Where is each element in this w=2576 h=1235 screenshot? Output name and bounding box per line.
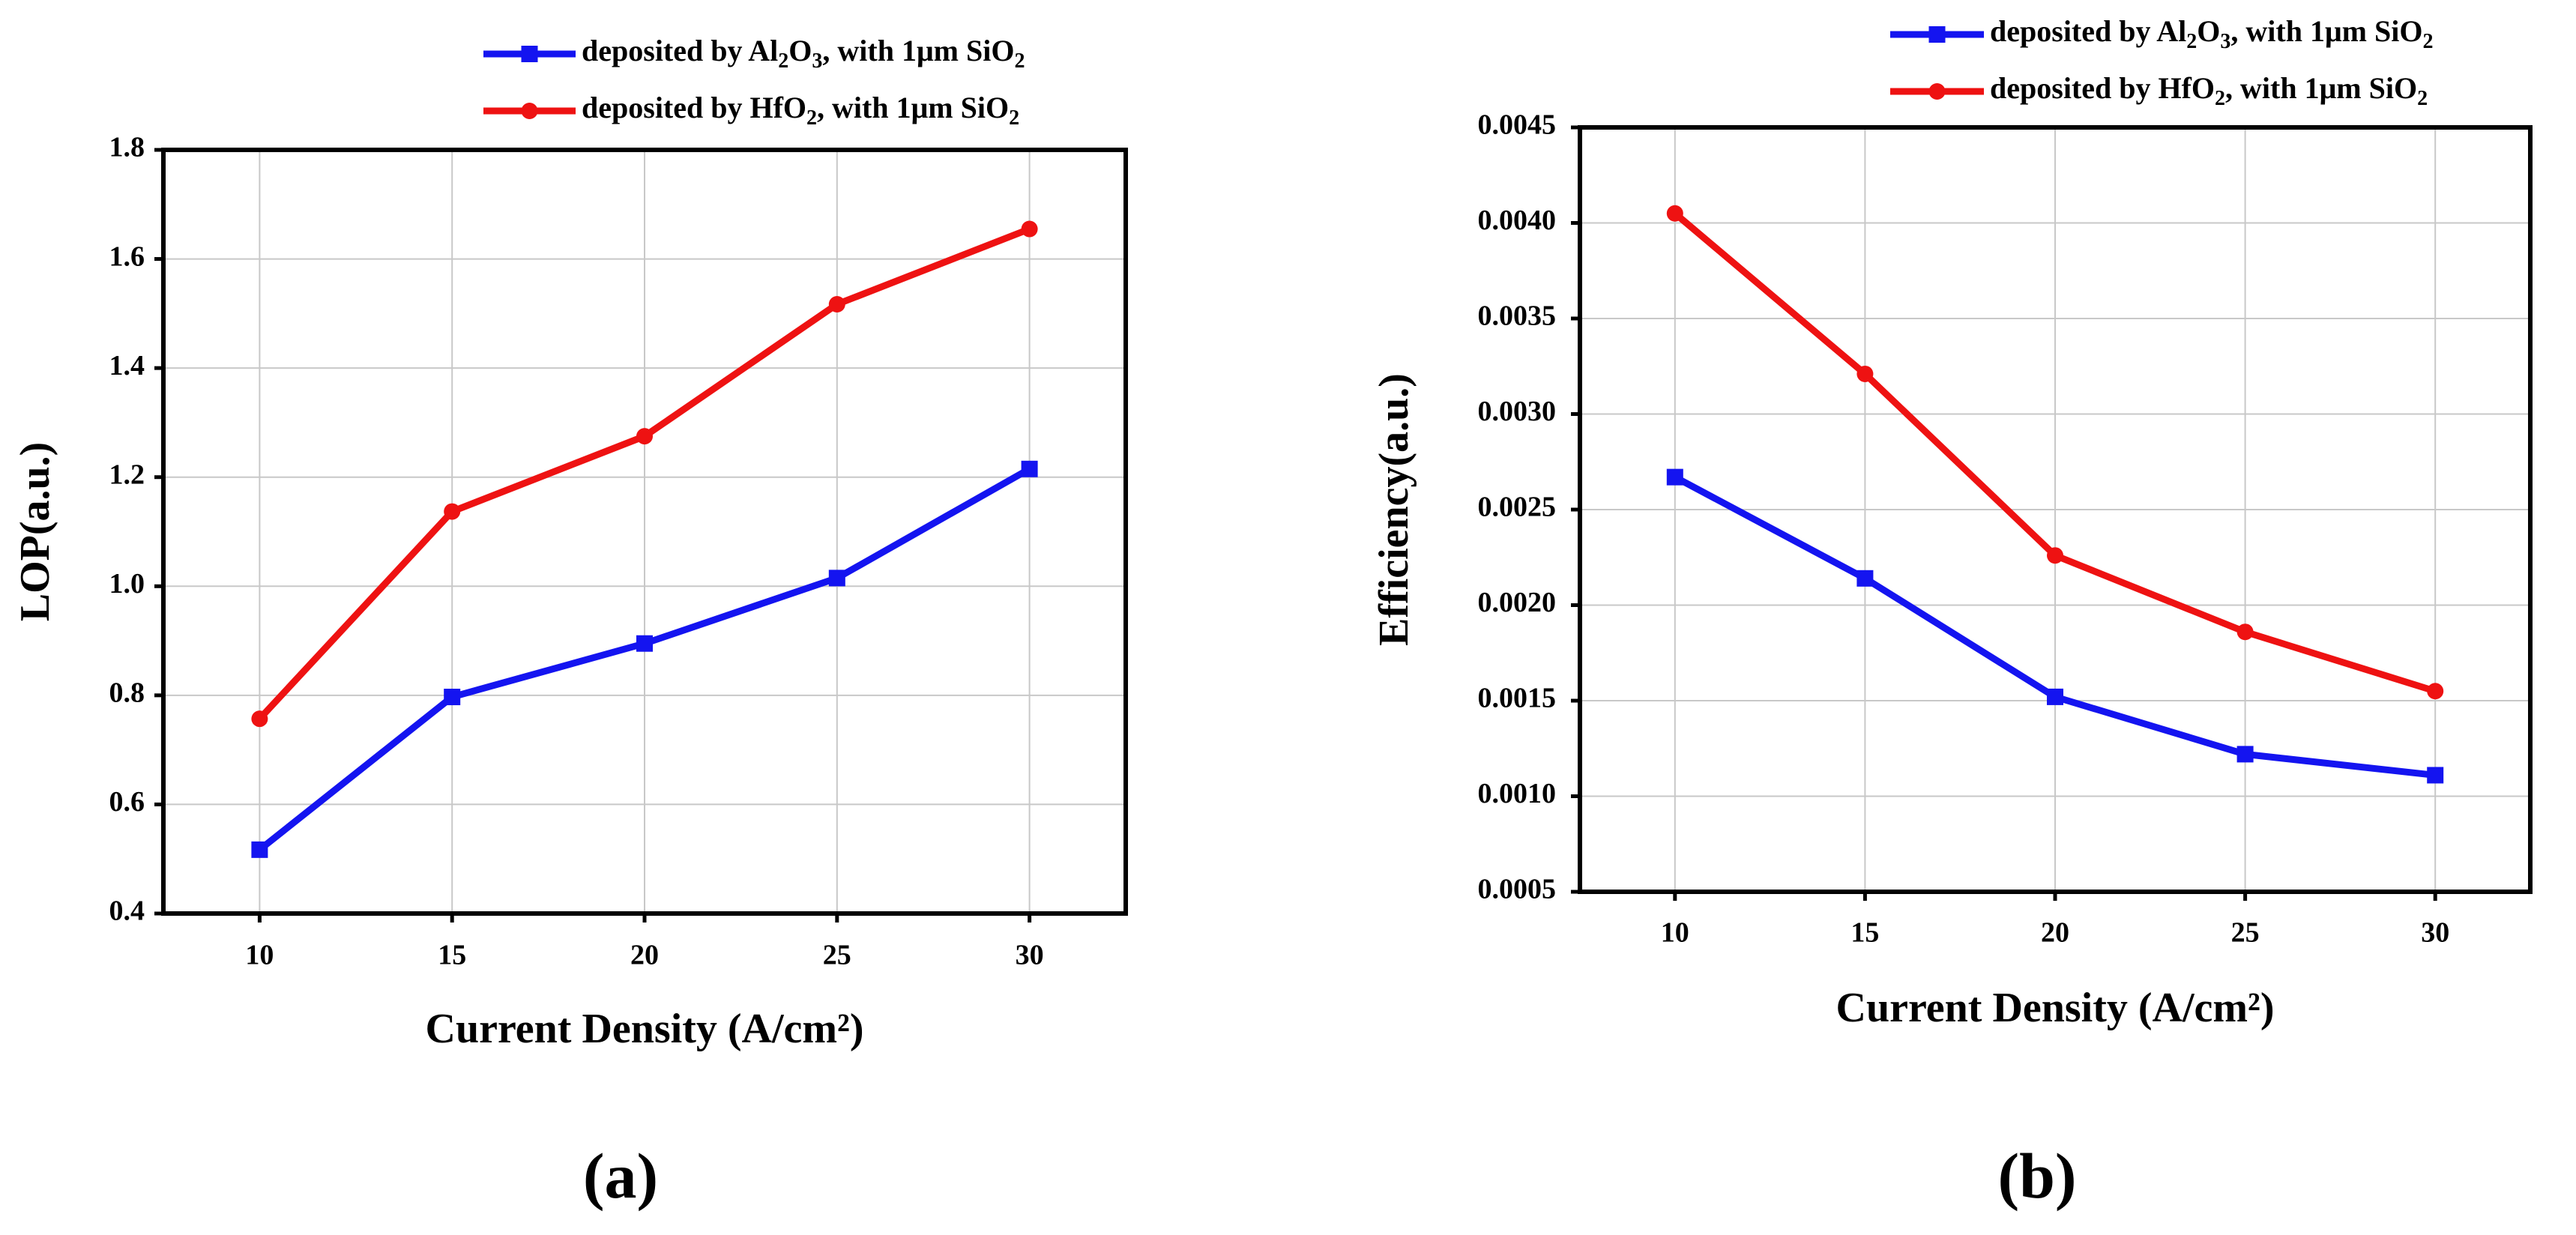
series-al2o3 xyxy=(1666,468,2444,784)
legend-text-part: , with 1μm SiO xyxy=(2230,14,2422,48)
y-tick-label: 0.0030 xyxy=(1478,396,1557,427)
data-point-circle xyxy=(2236,623,2254,641)
y-tick-label: 0.0025 xyxy=(1478,492,1557,523)
legend-text-part: O xyxy=(788,34,812,67)
y-tick-label: 0.0005 xyxy=(1478,874,1557,905)
legend-text-part: deposited by Al xyxy=(1990,14,2186,48)
y-tick-label: 0.0010 xyxy=(1478,778,1557,809)
y-tick-label: 0.0015 xyxy=(1478,683,1557,714)
data-point-square xyxy=(1856,570,1874,587)
legend-label: deposited by HfO2, with 1μm SiO2 xyxy=(1990,71,2428,110)
data-point-circle xyxy=(251,710,268,728)
chart-panel-b: 0.0005 0.0010 0.0015 0.0020 0.0025 0.0030 0.00… xyxy=(1371,14,2533,1212)
y-tick-label: 0.4 xyxy=(109,896,145,927)
data-point-circle xyxy=(1856,365,1874,382)
data-point-square xyxy=(251,841,268,858)
plot-frame xyxy=(1578,125,2533,894)
legend-subscript: 3 xyxy=(2220,30,2230,53)
data-point-circle xyxy=(2427,683,2444,700)
legend-marker-square xyxy=(1928,26,1946,43)
data-point-circle xyxy=(636,428,653,445)
legend: deposited by Al2O3, with 1μm SiO2deposit… xyxy=(483,34,1025,130)
legend-text-part: , with 1μm SiO xyxy=(822,34,1014,67)
legend-item: deposited by Al2O3, with 1μm SiO2 xyxy=(1890,14,2433,53)
legend-text-part: , with 1μm SiO xyxy=(817,91,1009,124)
y-tick-label: 0.8 xyxy=(109,677,145,709)
series-al2o3 xyxy=(251,460,1038,858)
plot-frame xyxy=(161,148,1128,916)
x-tick-label: 10 xyxy=(245,940,274,971)
legend-subscript: 2 xyxy=(2417,87,2428,110)
legend-subscript: 2 xyxy=(2186,30,2197,53)
y-tick-label: 0.0045 xyxy=(1478,109,1557,141)
y-tick-label: 1.2 xyxy=(109,459,145,490)
legend-subscript: 2 xyxy=(2215,87,2225,110)
y-tick-label: 1.8 xyxy=(109,132,145,163)
legend-subscript: 2 xyxy=(806,106,817,130)
data-point-square xyxy=(1666,468,1683,486)
data-point-square xyxy=(828,570,845,587)
data-point-circle xyxy=(444,503,461,520)
legend-item: deposited by Al2O3, with 1μm SiO2 xyxy=(483,34,1025,73)
y-tick-label: 1.0 xyxy=(109,568,145,600)
y-tick-label: 0.6 xyxy=(109,786,145,818)
x-tick-label: 30 xyxy=(2421,917,2449,949)
legend-text-part: deposited by HfO xyxy=(582,91,806,124)
legend-marker-circle xyxy=(521,103,538,119)
legend-text-part: deposited by HfO xyxy=(1990,71,2215,105)
x-tick-label: 20 xyxy=(630,940,659,971)
legend-text-part: O xyxy=(2197,14,2220,48)
legend-text-part: deposited by Al xyxy=(582,34,778,67)
x-tick-label: 30 xyxy=(1016,940,1044,971)
series-hfo2 xyxy=(251,220,1038,728)
x-tick-label: 25 xyxy=(823,940,851,971)
y-tick-label: 1.4 xyxy=(109,350,145,381)
panel-label: (b) xyxy=(1997,1140,2076,1212)
x-tick-label: 10 xyxy=(1661,917,1689,949)
data-point-circle xyxy=(2047,547,2063,564)
legend-subscript: 2 xyxy=(778,49,788,73)
legend-label: deposited by Al2O3, with 1μm SiO2 xyxy=(582,34,1025,73)
data-point-square xyxy=(444,689,461,706)
y-tick-label: 0.0035 xyxy=(1478,301,1557,332)
y-tick-label: 0.0020 xyxy=(1478,587,1557,618)
legend-marker-circle xyxy=(1928,83,1946,100)
legend-subscript: 2 xyxy=(1009,106,1019,130)
y-tick-label: 0.0040 xyxy=(1478,205,1557,236)
data-point-square xyxy=(1021,460,1038,477)
legend-subscript: 2 xyxy=(2422,30,2433,53)
series-hfo2 xyxy=(1666,205,2444,700)
data-point-square xyxy=(2236,746,2254,763)
legend-marker-square xyxy=(521,46,538,62)
legend-text-part: , with 1μm SiO xyxy=(2225,71,2417,105)
x-axis-title: Current Density (A/cm²) xyxy=(1836,985,2275,1031)
data-point-circle xyxy=(1666,205,1683,222)
data-point-circle xyxy=(1021,220,1038,238)
x-tick-label: 20 xyxy=(2041,917,2069,949)
data-point-square xyxy=(2427,767,2444,784)
legend: deposited by Al2O3, with 1μm SiO2deposit… xyxy=(1890,14,2433,110)
chart-panel-a: 0.4 0.6 0.8 1.0 1.2 1.4 1.6 1.8 10 15 20 25 30 Curren… xyxy=(12,34,1128,1212)
x-tick-label: 15 xyxy=(438,940,466,971)
data-point-square xyxy=(636,635,653,652)
gridlines xyxy=(163,149,1126,914)
legend-label: deposited by Al2O3, with 1μm SiO2 xyxy=(1990,14,2433,53)
y-axis-title: LOP(a.u.) xyxy=(12,442,58,622)
legend-subscript: 2 xyxy=(1014,49,1025,73)
y-axis-title: Efficiency(a.u.) xyxy=(1371,373,1417,646)
data-point-square xyxy=(2047,688,2063,705)
y-tick-label: 1.6 xyxy=(109,241,145,272)
legend-item: deposited by HfO2, with 1μm SiO2 xyxy=(1890,71,2428,110)
data-point-circle xyxy=(828,295,845,312)
panel-label: (a) xyxy=(583,1140,658,1212)
legend-label: deposited by HfO2, with 1μm SiO2 xyxy=(582,91,1019,130)
legend-item: deposited by HfO2, with 1μm SiO2 xyxy=(483,91,1019,130)
x-tick-label: 15 xyxy=(1850,917,1879,949)
gridlines xyxy=(1580,127,2530,893)
x-tick-label: 25 xyxy=(2231,917,2260,949)
x-axis-title: Current Density (A/cm²) xyxy=(426,1006,864,1052)
legend-subscript: 3 xyxy=(812,49,822,73)
